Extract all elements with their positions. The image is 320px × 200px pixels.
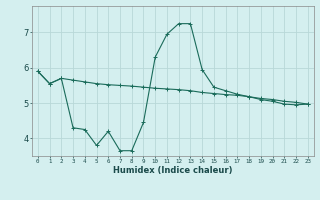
X-axis label: Humidex (Indice chaleur): Humidex (Indice chaleur) (113, 166, 233, 175)
